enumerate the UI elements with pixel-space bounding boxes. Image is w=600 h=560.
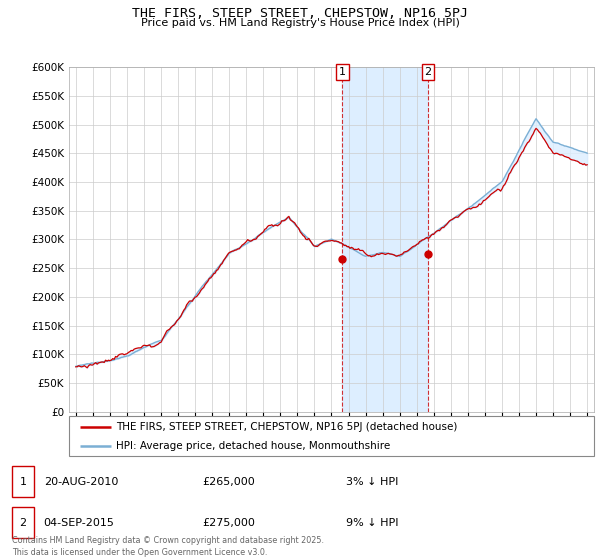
FancyBboxPatch shape bbox=[12, 466, 34, 497]
Text: THE FIRS, STEEP STREET, CHEPSTOW, NP16 5PJ (detached house): THE FIRS, STEEP STREET, CHEPSTOW, NP16 5… bbox=[116, 422, 458, 432]
Text: HPI: Average price, detached house, Monmouthshire: HPI: Average price, detached house, Monm… bbox=[116, 441, 391, 451]
Text: £275,000: £275,000 bbox=[202, 518, 255, 528]
Text: 9% ↓ HPI: 9% ↓ HPI bbox=[346, 518, 398, 528]
FancyBboxPatch shape bbox=[12, 507, 34, 538]
Text: 2: 2 bbox=[19, 518, 26, 528]
Text: 3% ↓ HPI: 3% ↓ HPI bbox=[346, 477, 398, 487]
Text: 1: 1 bbox=[19, 477, 26, 487]
Text: 04-SEP-2015: 04-SEP-2015 bbox=[44, 518, 115, 528]
Text: 1: 1 bbox=[339, 67, 346, 77]
Text: Contains HM Land Registry data © Crown copyright and database right 2025.
This d: Contains HM Land Registry data © Crown c… bbox=[12, 536, 324, 557]
Text: 2: 2 bbox=[425, 67, 432, 77]
Text: 20-AUG-2010: 20-AUG-2010 bbox=[44, 477, 118, 487]
FancyBboxPatch shape bbox=[69, 416, 594, 456]
Text: Price paid vs. HM Land Registry's House Price Index (HPI): Price paid vs. HM Land Registry's House … bbox=[140, 18, 460, 29]
Bar bbox=[342, 67, 428, 412]
Text: £265,000: £265,000 bbox=[202, 477, 255, 487]
Text: THE FIRS, STEEP STREET, CHEPSTOW, NP16 5PJ: THE FIRS, STEEP STREET, CHEPSTOW, NP16 5… bbox=[132, 7, 468, 20]
